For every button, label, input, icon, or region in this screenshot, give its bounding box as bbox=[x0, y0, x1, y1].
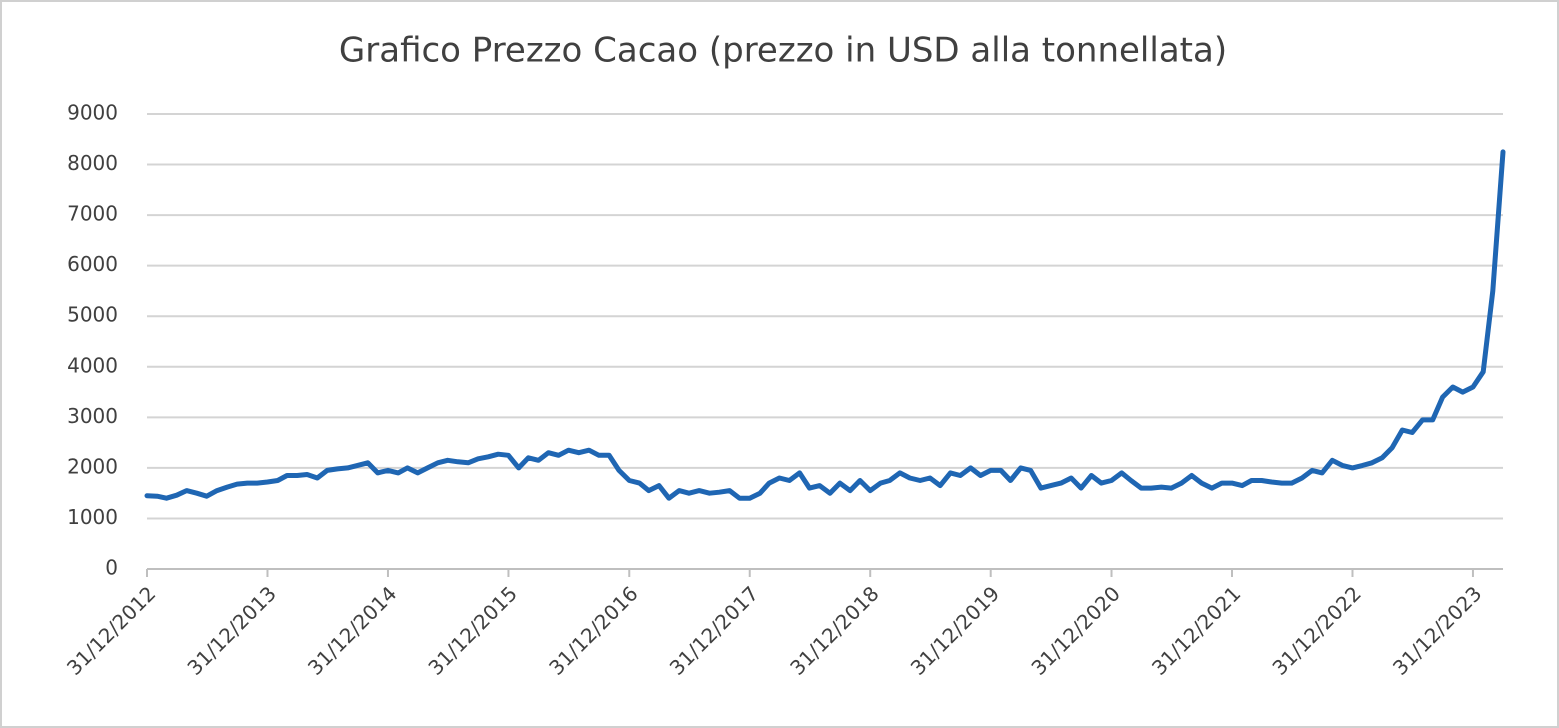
y-tick-label: 8000 bbox=[67, 151, 118, 175]
y-tick-label: 2000 bbox=[67, 454, 118, 478]
y-tick-label: 0 bbox=[105, 556, 118, 580]
y-tick-label: 5000 bbox=[67, 303, 118, 327]
price-line bbox=[144, 149, 1506, 501]
y-tick-label: 9000 bbox=[67, 101, 118, 125]
chart-title: Grafico Prezzo Cacao (prezzo in USD alla… bbox=[339, 31, 1227, 71]
y-tick-label: 7000 bbox=[67, 202, 118, 226]
y-tick-label: 3000 bbox=[67, 404, 118, 428]
y-tick-label: 6000 bbox=[67, 252, 118, 276]
y-tick-label: 4000 bbox=[67, 353, 118, 377]
y-tick-label: 1000 bbox=[67, 505, 118, 529]
